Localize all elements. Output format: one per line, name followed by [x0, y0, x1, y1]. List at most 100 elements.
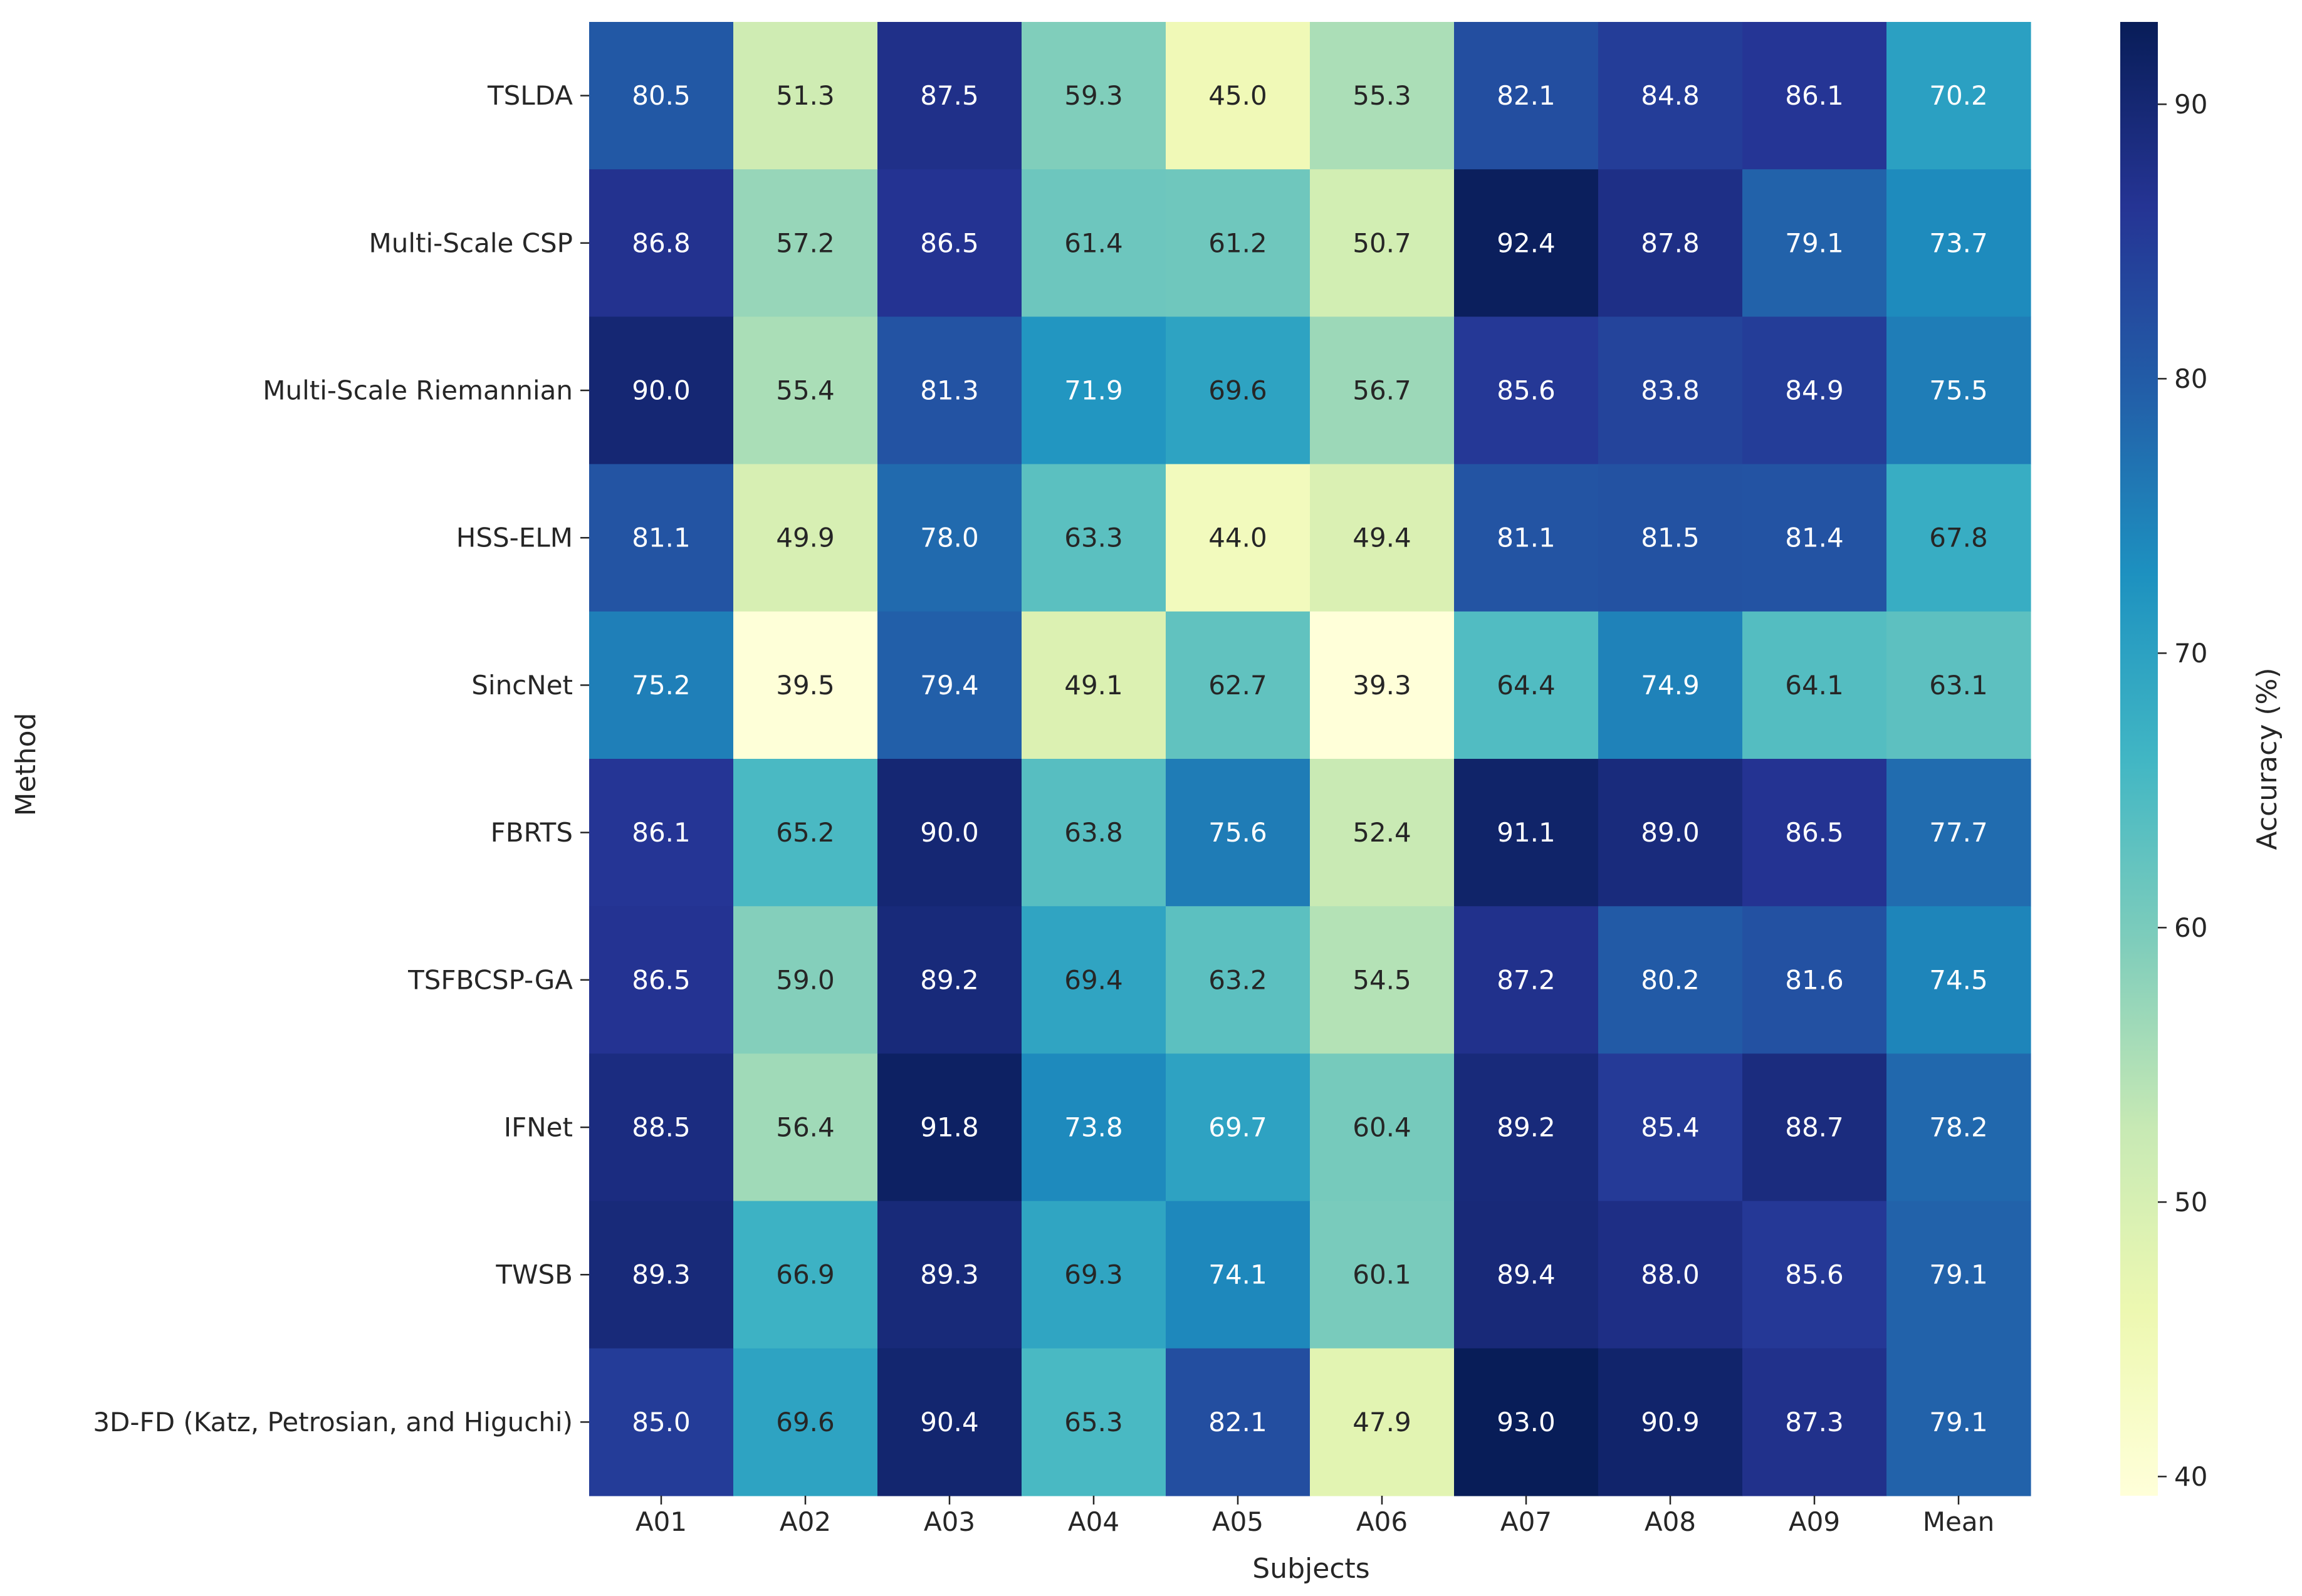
heatmap-cell: [1166, 611, 1311, 759]
heatmap-cell: [1598, 759, 1743, 907]
cell-value-label: 87.8: [1641, 227, 1700, 258]
heatmap-cell: [1742, 1201, 1887, 1349]
cell-value-label: 81.6: [1785, 964, 1844, 995]
heatmap-cell: [589, 1348, 734, 1496]
heatmap-cell: [1022, 906, 1166, 1054]
cell-value-label: 75.5: [1929, 375, 1988, 406]
heatmap-cell: [1454, 1053, 1599, 1202]
cell-value-label: 39.3: [1352, 670, 1411, 701]
heatmap-cell: [733, 759, 878, 907]
heatmap-cell: [1886, 316, 2031, 465]
cell-value-label: 39.5: [776, 670, 835, 701]
heatmap-cell: [1886, 611, 2031, 759]
cell-value-label: 78.0: [920, 523, 979, 553]
method-label: HSS-ELM: [456, 523, 573, 553]
cell-value-label: 49.1: [1064, 670, 1123, 701]
heatmap-cell: [589, 759, 734, 907]
heatmap-cell: [877, 1348, 1022, 1496]
cell-value-label: 84.9: [1785, 375, 1844, 406]
cell-value-label: 82.1: [1497, 80, 1556, 111]
subject-label: A05: [1212, 1506, 1263, 1537]
subject-label: A01: [636, 1506, 687, 1537]
cell-value-label: 59.3: [1064, 80, 1123, 111]
cell-value-label: 64.1: [1785, 670, 1844, 701]
heatmap-cell: [589, 1201, 734, 1349]
cell-value-label: 60.1: [1352, 1260, 1411, 1290]
cell-value-label: 86.5: [920, 227, 979, 258]
method-label: Multi-Scale CSP: [369, 227, 573, 258]
heatmap-cell: [1310, 316, 1455, 465]
cell-value-label: 81.1: [632, 523, 691, 553]
heatmap-cell: [1742, 611, 1887, 759]
cell-value-label: 69.4: [1064, 964, 1123, 995]
colorbar-title: Accuracy (%): [2251, 667, 2283, 850]
heatmap-cell: [877, 22, 1022, 170]
heatmap-cell: [1022, 611, 1166, 759]
heatmap-cell: [589, 169, 734, 317]
cell-value-label: 55.4: [776, 375, 835, 406]
cell-value-label: 61.2: [1208, 227, 1267, 258]
cell-value-label: 59.0: [776, 964, 835, 995]
cell-value-label: 90.9: [1641, 1407, 1700, 1437]
heatmap-cell: [1310, 1201, 1455, 1349]
heatmap-cell: [733, 169, 878, 317]
heatmap-cell: [1166, 1053, 1311, 1202]
heatmap-cell: [1454, 1201, 1599, 1349]
cell-value-label: 90.0: [920, 817, 979, 848]
cell-value-label: 85.6: [1497, 375, 1556, 406]
heatmap-cell: [1886, 464, 2031, 612]
cell-value-label: 47.9: [1352, 1407, 1411, 1437]
cell-value-label: 79.1: [1929, 1407, 1988, 1437]
heatmap-cell: [1598, 1348, 1743, 1496]
colorbar-tick-label: 60: [2174, 912, 2207, 943]
heatmap-cell: [1166, 464, 1311, 612]
cell-value-label: 86.8: [632, 227, 691, 258]
heatmap-cell: [1598, 906, 1743, 1054]
cell-value-label: 84.8: [1641, 80, 1700, 111]
heatmap-cell: [1022, 169, 1166, 317]
cell-value-label: 89.3: [632, 1260, 691, 1290]
heatmap-cell: [1598, 22, 1743, 170]
heatmap-cell: [1742, 906, 1887, 1054]
cell-value-label: 90.0: [632, 375, 691, 406]
cell-value-label: 89.3: [920, 1260, 979, 1290]
subject-label: A06: [1356, 1506, 1408, 1537]
heatmap-cell: [1166, 759, 1311, 907]
cell-value-label: 83.8: [1641, 375, 1700, 406]
method-label: TWSB: [495, 1260, 573, 1290]
heatmap-cell: [1454, 906, 1599, 1054]
cell-value-label: 74.1: [1208, 1260, 1267, 1290]
cell-value-label: 88.0: [1641, 1260, 1700, 1290]
heatmap-cell: [589, 464, 734, 612]
cell-value-label: 86.1: [1785, 80, 1844, 111]
heatmap-cell: [1310, 1053, 1455, 1202]
colorbar: 40 50 60 70 80 90: [2120, 22, 2207, 1496]
cell-value-label: 63.1: [1929, 670, 1988, 701]
colorbar-tick-label: 40: [2174, 1461, 2207, 1492]
cell-value-label: 51.3: [776, 80, 835, 111]
cell-value-label: 86.1: [632, 817, 691, 848]
method-label: 3D-FD (Katz, Petrosian, and Higuchi): [93, 1407, 573, 1437]
heatmap-cell: [589, 316, 734, 465]
cell-value-label: 74.9: [1641, 670, 1700, 701]
cell-value-label: 57.2: [776, 227, 835, 258]
cell-value-label: 85.6: [1785, 1260, 1844, 1290]
heatmap-cell: [733, 316, 878, 465]
y-axis-title: Method: [10, 712, 42, 816]
cell-value-label: 89.0: [1641, 817, 1700, 848]
cell-value-label: 81.4: [1785, 523, 1844, 553]
heatmap-cell: [1598, 169, 1743, 317]
colorbar-tick-label: 80: [2174, 363, 2207, 394]
heatmap-cell: [877, 1201, 1022, 1349]
heatmap-cell: [1166, 1201, 1311, 1349]
cell-value-label: 87.2: [1497, 964, 1556, 995]
cell-value-label: 75.2: [632, 670, 691, 701]
cell-value-label: 54.5: [1352, 964, 1411, 995]
heatmap-cell: [733, 611, 878, 759]
heatmap-cell: [1454, 169, 1599, 317]
cell-value-label: 65.3: [1064, 1407, 1123, 1437]
cell-value-label: 49.4: [1352, 523, 1411, 553]
method-axis: TSLDA Multi-Scale CSP Multi-Scale Riemanni…: [93, 80, 589, 1437]
heatmap-cell: [1022, 1053, 1166, 1202]
colorbar-tick-label: 50: [2174, 1187, 2207, 1218]
